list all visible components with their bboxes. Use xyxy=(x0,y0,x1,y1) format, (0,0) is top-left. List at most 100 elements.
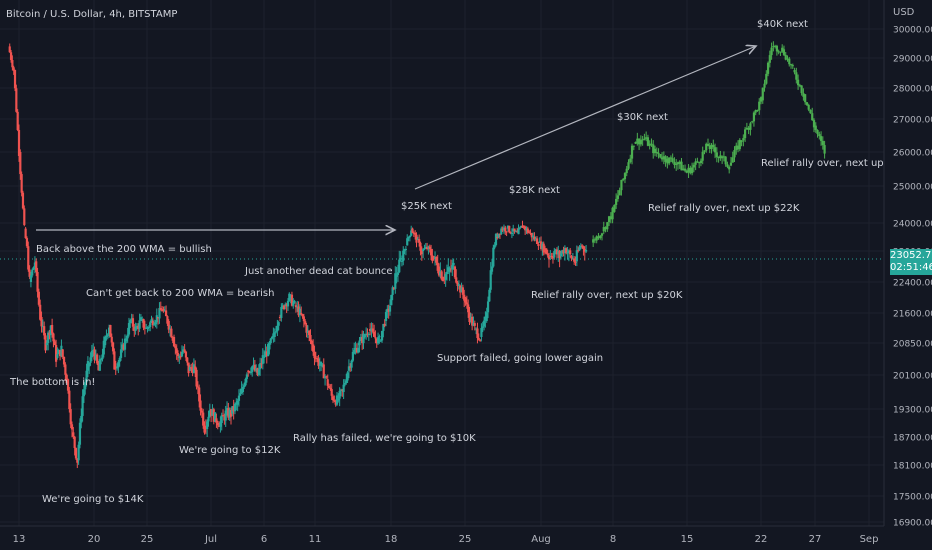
chart-annotation: The bottom is in! xyxy=(9,377,95,388)
candle-body xyxy=(477,338,480,340)
candle-body xyxy=(362,333,365,344)
candle-body xyxy=(146,327,149,329)
y-tick-label: 19300.00 xyxy=(893,406,932,416)
candle-body xyxy=(593,239,597,241)
candle-body xyxy=(498,233,502,235)
candle-body xyxy=(23,208,26,226)
candle-body xyxy=(49,325,52,336)
candle-body xyxy=(729,162,733,166)
candle-body xyxy=(636,138,639,144)
candle-body xyxy=(565,248,568,254)
candle-body xyxy=(625,168,628,174)
candle-body xyxy=(227,408,230,418)
candle-body xyxy=(41,326,44,328)
candle-body xyxy=(293,301,296,303)
x-tick-label: 20 xyxy=(88,534,101,545)
candle-body xyxy=(592,239,595,243)
candle-body xyxy=(416,239,419,241)
candle-body xyxy=(472,323,475,326)
candle-body xyxy=(139,317,142,321)
candle-body xyxy=(497,233,500,238)
candle-body xyxy=(664,156,667,162)
chart-annotation: Support failed, going lower again xyxy=(437,353,603,364)
candle-body xyxy=(130,318,133,321)
candle-body xyxy=(775,45,778,52)
candle-body xyxy=(514,231,517,233)
candle-body xyxy=(766,62,770,74)
candle-body xyxy=(506,225,510,229)
candle-body xyxy=(449,268,453,270)
candle-body xyxy=(793,70,796,73)
candle-body xyxy=(675,163,678,165)
candle-body xyxy=(784,54,787,60)
candle-body xyxy=(378,336,381,338)
candle-body xyxy=(437,266,441,276)
candle-body xyxy=(256,368,259,376)
candle-body xyxy=(259,363,262,370)
candle-body xyxy=(471,316,474,326)
candle-body xyxy=(375,338,378,344)
candle-body xyxy=(65,374,68,384)
candle-body xyxy=(660,157,664,160)
candle-body xyxy=(513,228,516,232)
candle-body xyxy=(606,222,609,230)
candle-body xyxy=(791,65,794,67)
candle-body xyxy=(524,226,527,231)
candle-body xyxy=(398,259,401,273)
candle-body xyxy=(374,337,377,339)
candle-body xyxy=(207,416,210,422)
candle-body xyxy=(789,64,793,66)
candle-body xyxy=(187,362,190,374)
candle-body xyxy=(141,318,144,321)
candle-body xyxy=(331,396,335,401)
candle-body xyxy=(252,364,255,367)
candle-body xyxy=(284,304,287,306)
candle-body xyxy=(221,415,225,417)
candle-body xyxy=(88,362,91,367)
candle-body xyxy=(302,316,305,322)
candle-body xyxy=(772,46,775,48)
candle-body xyxy=(264,351,267,357)
candle-body xyxy=(214,412,217,422)
candle-body xyxy=(629,158,632,163)
chart-annotation: $28K next xyxy=(509,185,560,196)
candle-body xyxy=(546,253,549,256)
candle-body xyxy=(223,416,226,421)
candle-body xyxy=(301,314,304,317)
candle-body xyxy=(816,130,819,135)
candle-body xyxy=(567,250,570,253)
candle-body xyxy=(460,287,463,293)
y-axis: 30000.00 29000.00 28000.00 27000.00 26000.00… xyxy=(893,26,932,529)
candle-body xyxy=(358,340,361,346)
candle-body xyxy=(150,319,153,323)
candle-body xyxy=(516,231,519,233)
candle-body xyxy=(350,360,353,368)
candle-body xyxy=(157,317,160,319)
candle-body xyxy=(202,412,205,426)
chart-annotation: Back above the 200 WMA = bullish xyxy=(36,244,212,255)
candle-body xyxy=(468,312,471,323)
candle-body xyxy=(555,249,559,255)
candle-body xyxy=(403,249,406,251)
candle-body xyxy=(500,228,503,235)
candle-body xyxy=(19,152,22,175)
candle-body xyxy=(412,232,415,234)
candle-body xyxy=(278,317,282,318)
candle-body xyxy=(571,258,574,260)
candle-body xyxy=(329,387,332,390)
candle-body xyxy=(484,316,487,321)
candle-body xyxy=(738,139,741,150)
candle-body xyxy=(534,238,537,240)
candle-body xyxy=(323,376,327,379)
candle-body xyxy=(68,390,71,410)
candle-body xyxy=(337,398,340,401)
candle-body xyxy=(701,151,704,161)
candle-body xyxy=(100,359,103,361)
candle-body xyxy=(404,248,407,250)
candle-body xyxy=(126,334,129,339)
candle-body xyxy=(698,162,701,164)
candle-body xyxy=(722,156,725,158)
y-tick-label: 25000.00 xyxy=(893,183,932,193)
candle-body xyxy=(528,231,531,233)
